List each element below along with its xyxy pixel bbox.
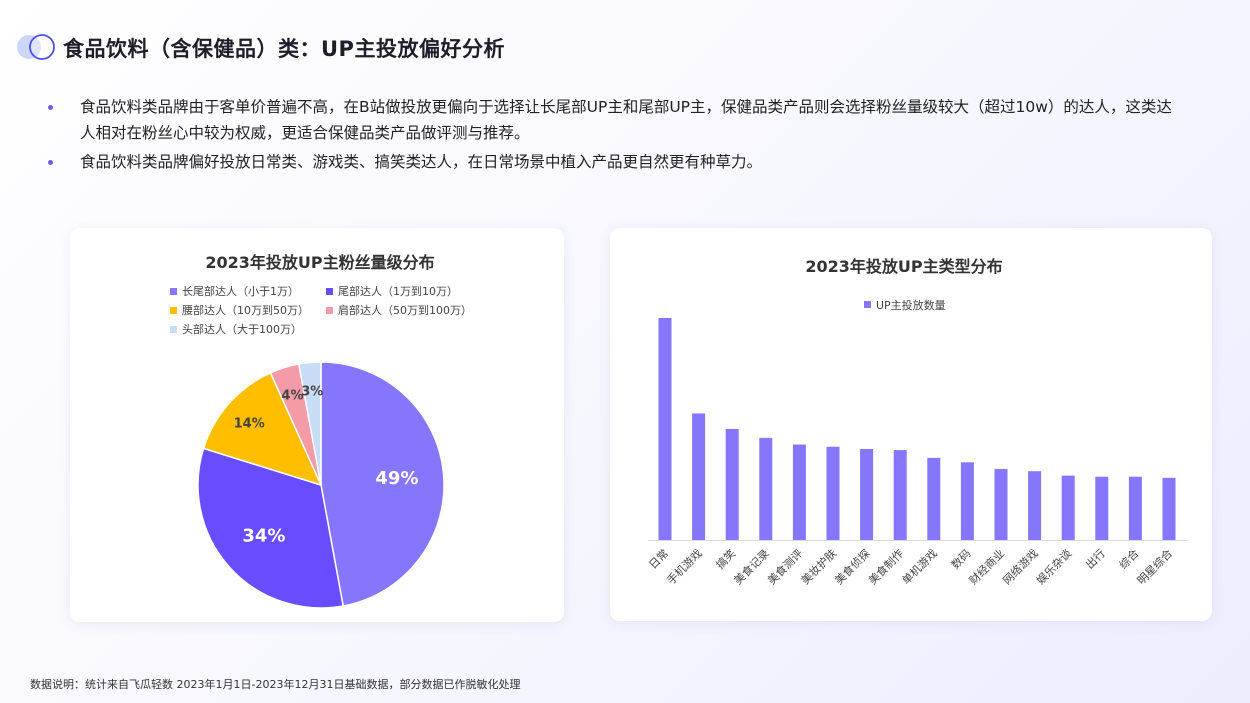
x-tick-label: 美食侦探 bbox=[832, 546, 873, 587]
bar bbox=[860, 448, 874, 540]
pie-slice-label: 14% bbox=[234, 416, 265, 431]
bar-chart-card: 2023年投放UP主类型分布 UP主投放数量 日常 手机游戏 搞笑 美食记录 美食测评美… bbox=[610, 228, 1212, 621]
pie-legend-swatch bbox=[326, 307, 333, 314]
pie-slice bbox=[320, 361, 445, 607]
bar bbox=[1095, 476, 1109, 540]
pie-legend-label: 头部达人（大于100万） bbox=[182, 322, 302, 336]
pie-slice bbox=[297, 361, 322, 486]
bar-legend-swatch bbox=[864, 301, 871, 308]
bar bbox=[792, 444, 806, 540]
pie-slice bbox=[202, 371, 323, 487]
pie-legend-swatch bbox=[326, 288, 333, 295]
x-tick-label: 娱乐杂谈 bbox=[1033, 546, 1074, 587]
bullet-dot bbox=[48, 160, 53, 165]
bar-series bbox=[658, 318, 1176, 540]
page-title: 食品饮料（含保健品）类：UP主投放偏好分析 bbox=[63, 37, 505, 61]
bullet-list: 食品饮料类品牌由于客单价普遍不高，在B站做投放更偏向于选择让长尾部UP主和尾部U… bbox=[48, 94, 1178, 178]
pie-slices bbox=[197, 361, 445, 609]
bar bbox=[759, 437, 773, 540]
double-circle-icon bbox=[17, 34, 55, 60]
pie-slice-label: 34% bbox=[242, 526, 285, 547]
x-tick-label: 出行 bbox=[1082, 546, 1107, 571]
bar bbox=[1162, 477, 1176, 540]
pie-legend-label: 尾部达人（1万到10万） bbox=[338, 284, 458, 298]
bar bbox=[893, 450, 907, 540]
bar-legend: UP主投放数量 bbox=[864, 298, 946, 312]
bar bbox=[725, 429, 739, 540]
x-tick-label: 数码 bbox=[949, 547, 974, 572]
x-tick-label: 美食记录 bbox=[731, 546, 772, 587]
bar bbox=[826, 446, 840, 540]
x-tick-label: 网络游戏 bbox=[1000, 546, 1041, 587]
bar-chart-title: 2023年投放UP主类型分布 bbox=[805, 257, 1002, 276]
bar-legend-label: UP主投放数量 bbox=[876, 298, 946, 312]
pie-slice-label: 49% bbox=[375, 468, 418, 489]
pie-legend-swatch bbox=[170, 326, 177, 333]
pie-legend-label: 肩部达人（50万到100万） bbox=[338, 303, 472, 317]
bar bbox=[1028, 471, 1042, 540]
x-tick-label: 财经商业 bbox=[966, 546, 1007, 587]
bullet-item: 食品饮料类品牌偏好投放日常类、游戏类、搞笑类达人，在日常场景中植入产品更自然更有… bbox=[48, 149, 1178, 175]
pie-labels: 49% 34% 14% 4%3% bbox=[234, 384, 419, 546]
pie-slice-label: 3% bbox=[301, 384, 323, 399]
bar bbox=[927, 457, 941, 540]
x-tick-label: 单机游戏 bbox=[899, 546, 940, 587]
x-tick-label: 手机游戏 bbox=[664, 546, 705, 587]
pie-slice-label: 4% bbox=[281, 388, 303, 403]
x-tick-label: 搞笑 bbox=[713, 546, 738, 571]
bar bbox=[658, 318, 672, 540]
x-tick-label: 明星综合 bbox=[1134, 546, 1175, 587]
x-tick-label: 美食测评 bbox=[765, 546, 806, 587]
bar bbox=[960, 462, 974, 540]
bar bbox=[1061, 475, 1075, 540]
pie-legend: 长尾部达人（小于1万） 尾部达人（1万到10万） 腰部达人（10万到50万） 肩部达人… bbox=[170, 284, 472, 336]
pie-legend-swatch bbox=[170, 288, 177, 295]
x-tick-label: 综合 bbox=[1116, 546, 1141, 571]
pie-slice bbox=[197, 447, 345, 609]
x-tick-label: 美妆护肤 bbox=[798, 546, 839, 587]
pie-legend-label: 腰部达人（10万到50万） bbox=[182, 303, 309, 317]
pie-chart: 2023年投放UP主粉丝量级分布 长尾部达人（小于1万） 尾部达人（1万到10万）… bbox=[170, 253, 472, 609]
footnote: 数据说明：统计来自飞瓜轻数 2023年1月1日-2023年12月31日基础数据，… bbox=[30, 678, 521, 691]
bar bbox=[692, 413, 706, 540]
x-tick-label: 美食制作 bbox=[865, 546, 906, 587]
x-tick-label: 日常 bbox=[646, 547, 671, 572]
bullet-item: 食品饮料类品牌由于客单价普遍不高，在B站做投放更偏向于选择让长尾部UP主和尾部U… bbox=[48, 94, 1178, 146]
bullet-text: 食品饮料类品牌由于客单价普遍不高，在B站做投放更偏向于选择让长尾部UP主和尾部U… bbox=[80, 98, 1172, 142]
pie-legend-swatch bbox=[170, 307, 177, 314]
bullet-text: 食品饮料类品牌偏好投放日常类、游戏类、搞笑类达人，在日常场景中植入产品更自然更有… bbox=[80, 153, 763, 171]
bar bbox=[994, 468, 1008, 540]
pie-chart-card: 2023年投放UP主粉丝量级分布 长尾部达人（小于1万） 尾部达人（1万到10万）… bbox=[70, 228, 564, 622]
pie-legend-label: 长尾部达人（小于1万） bbox=[182, 284, 299, 298]
bar bbox=[1128, 476, 1142, 540]
pie-chart-title: 2023年投放UP主粉丝量级分布 bbox=[205, 253, 434, 272]
bullet-dot bbox=[48, 105, 53, 110]
